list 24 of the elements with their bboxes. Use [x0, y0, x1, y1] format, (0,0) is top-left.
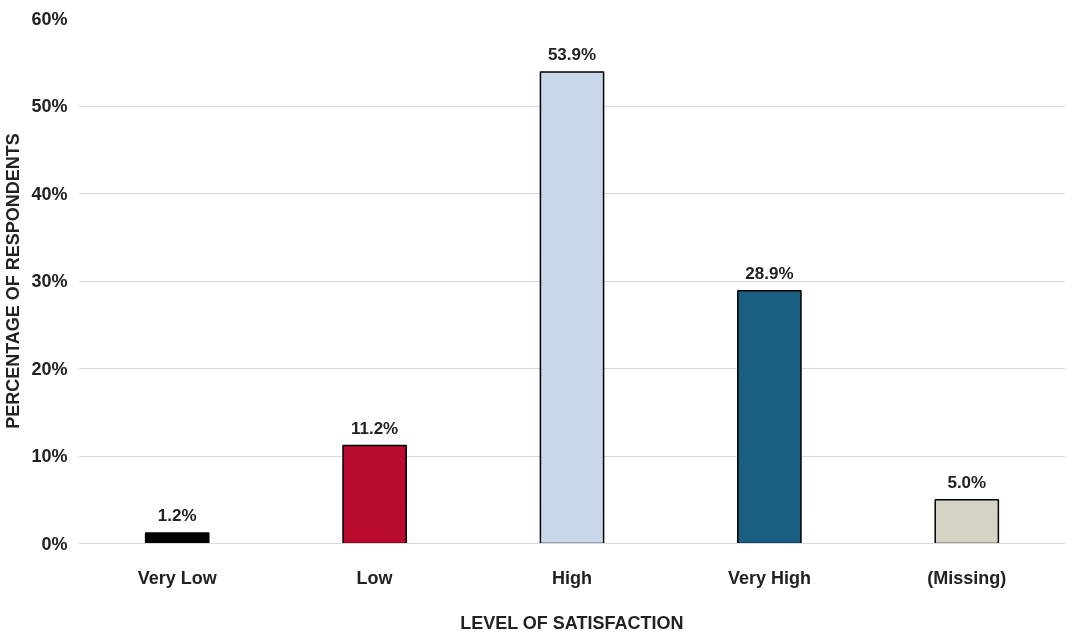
x-tick-label: Very Low — [137, 567, 218, 588]
data-label: 5.0% — [947, 472, 987, 492]
bar — [342, 444, 407, 544]
bar — [737, 289, 802, 544]
data-label: 53.9% — [547, 44, 597, 64]
x-axis-title: LEVEL OF SATISFACTION — [460, 612, 684, 633]
bar — [144, 532, 210, 544]
x-tick-label: Low — [356, 567, 394, 588]
x-tick-label: (Missing) — [927, 567, 1007, 588]
y-tick-label: 50% — [31, 96, 68, 116]
y-tick-label: 60% — [31, 8, 68, 29]
y-tick-label: 10% — [31, 446, 68, 466]
y-tick-label: 20% — [31, 358, 68, 379]
y-axis-title: PERCENTAGE OF RESPONDENTS — [3, 133, 24, 429]
x-tick-label: Very High — [727, 567, 811, 588]
data-label: 1.2% — [157, 506, 197, 525]
data-label: 28.9% — [745, 263, 794, 283]
y-tick-label: 30% — [31, 271, 68, 291]
y-tick-label: 40% — [31, 183, 68, 204]
x-tick-label: High — [552, 567, 592, 588]
bar — [934, 499, 1000, 544]
y-tick-label: 0% — [41, 533, 68, 554]
bar — [539, 71, 605, 544]
data-label: 11.2% — [350, 418, 399, 438]
